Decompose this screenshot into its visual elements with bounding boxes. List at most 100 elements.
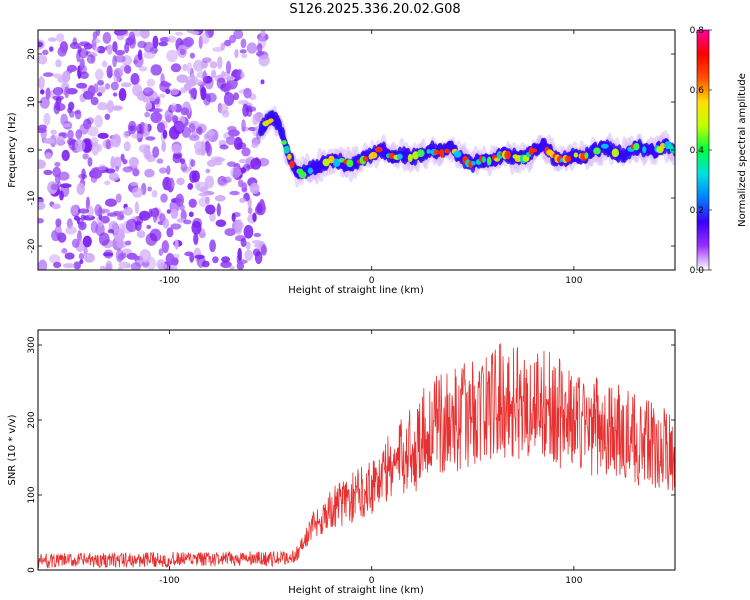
heatmap-noise-cell xyxy=(97,220,104,227)
heatmap-x-tick-label: -100 xyxy=(159,276,180,286)
heatmap-trace-peak xyxy=(346,159,354,168)
heatmap-trace-peak xyxy=(573,152,579,158)
heatmap-noise-cell xyxy=(130,262,142,270)
heatmap-noise-cell xyxy=(157,262,168,270)
heatmap-noise-cell xyxy=(73,261,82,270)
heatmap-noise-cell xyxy=(78,253,85,260)
heatmap-noise-cell xyxy=(186,30,195,34)
heatmap-noise-cell xyxy=(68,101,75,111)
heatmap-trace-peak xyxy=(426,149,431,154)
heatmap-noise-cell xyxy=(105,260,113,270)
heatmap-noise-cell xyxy=(187,182,194,190)
heatmap-noise-cell xyxy=(150,64,162,76)
heatmap-noise-cell xyxy=(161,82,172,87)
heatmap-trace-peak xyxy=(600,143,609,149)
heatmap-noise-cell xyxy=(122,158,128,165)
heatmap-noise-cell xyxy=(126,263,131,269)
heatmap-noise-cell xyxy=(107,229,115,234)
heatmap-noise-cell xyxy=(169,88,180,96)
heatmap-trace-peak xyxy=(633,142,640,151)
heatmap-noise-cell xyxy=(202,69,207,84)
heatmap-noise-cell xyxy=(183,219,192,225)
heatmap-noise-cell xyxy=(108,172,120,182)
heatmap-noise-cell xyxy=(55,218,62,227)
heatmap-trace-peak xyxy=(281,140,287,145)
heatmap-noise-cell xyxy=(137,40,147,49)
heatmap-noise-cell xyxy=(251,143,259,149)
heatmap-noise-cell xyxy=(194,254,205,260)
heatmap-noise-cell xyxy=(225,76,236,81)
heatmap-noise-cell xyxy=(115,249,124,263)
colorbar-tick-label: 0.4 xyxy=(690,146,705,156)
heatmap-noise-cell xyxy=(205,168,211,174)
heatmap-trace-peak xyxy=(369,151,378,159)
heatmap-trace-peak xyxy=(444,148,450,154)
heatmap-noise-cell xyxy=(62,263,75,269)
heatmap-noise-cell xyxy=(247,126,257,132)
heatmap-noise-cell xyxy=(115,193,122,203)
heatmap-noise-cell xyxy=(74,110,81,115)
heatmap-noise-cell xyxy=(167,177,175,192)
heatmap-noise-cell xyxy=(159,93,166,99)
heatmap-noise-cell xyxy=(116,240,127,249)
heatmap-noise-cell xyxy=(130,73,140,85)
heatmap-noise-cell xyxy=(136,123,143,135)
heatmap-noise-cell xyxy=(243,87,252,99)
heatmap-trace-peak xyxy=(471,161,476,166)
heatmap-x-tick-label: 0 xyxy=(369,276,375,286)
heatmap-noise-cell xyxy=(256,203,263,214)
heatmap-noise-cell xyxy=(38,159,46,170)
heatmap-noise-cell xyxy=(91,142,100,156)
heatmap-noise-cell xyxy=(98,164,107,171)
heatmap-noise-cell xyxy=(134,201,140,214)
heatmap-trace-peak xyxy=(328,155,335,164)
heatmap-noise-cell xyxy=(125,240,132,246)
heatmap-trace-peak xyxy=(307,167,314,175)
heatmap-noise-cell xyxy=(54,173,61,184)
heatmap-noise-cell xyxy=(61,247,68,254)
heatmap-noise-cell xyxy=(162,129,168,140)
heatmap-noise-cell xyxy=(113,228,125,243)
heatmap-noise-cell xyxy=(200,86,207,101)
heatmap-noise-cell xyxy=(233,137,243,151)
heatmap-noise-cell xyxy=(118,88,127,102)
snr-series-line xyxy=(38,343,675,569)
heatmap-noise-cell xyxy=(138,66,148,72)
heatmap-y-tick-label: 20 xyxy=(27,48,37,60)
heatmap-noise-cell xyxy=(240,238,247,248)
heatmap-noise-cell xyxy=(127,120,137,135)
heatmap-noise-cell xyxy=(84,252,95,263)
heatmap-noise-cell xyxy=(128,35,137,49)
heatmap-noise-cell xyxy=(241,147,251,157)
heatmap-noise-cell xyxy=(145,101,153,110)
heatmap-noise-cell xyxy=(188,198,197,208)
heatmap-noise-cell xyxy=(170,63,182,73)
heatmap-noise-cell xyxy=(225,60,232,74)
heatmap-noise-cell xyxy=(241,182,248,192)
heatmap-noise-cell xyxy=(158,167,167,174)
heatmap-noise-cell xyxy=(128,156,139,168)
heatmap-noise-cell xyxy=(56,33,65,43)
heatmap-noise-cell xyxy=(193,59,205,72)
heatmap-trace-peak xyxy=(416,149,425,158)
heatmap-noise-cell xyxy=(205,92,217,103)
heatmap-noise-cell xyxy=(254,250,263,265)
heatmap-noise-cell xyxy=(43,112,51,126)
heatmap-noise-cell xyxy=(42,49,49,56)
heatmap-noise-cell xyxy=(186,62,193,74)
heatmap-noise-cell xyxy=(221,256,231,263)
heatmap-noise-cell xyxy=(179,48,186,56)
heatmap-trace-peak xyxy=(362,156,369,162)
snr-y-label: SNR (10 * v/v) xyxy=(7,414,18,485)
heatmap-noise-cell xyxy=(166,165,171,175)
heatmap-noise-cell xyxy=(175,122,185,132)
heatmap-noise-cell xyxy=(51,203,61,210)
heatmap-noise-cell xyxy=(166,49,178,63)
colorbar-ticks: 0.0 0.2 0.4 0.6 0.8 xyxy=(690,26,712,276)
heatmap-noise-cell xyxy=(69,42,80,50)
heatmap-noise-cell xyxy=(197,126,203,136)
heatmap-trace-peak xyxy=(407,153,413,163)
heatmap-noise-cell xyxy=(104,113,111,120)
snr-y-axis: 0 100 200 300 xyxy=(27,336,675,573)
